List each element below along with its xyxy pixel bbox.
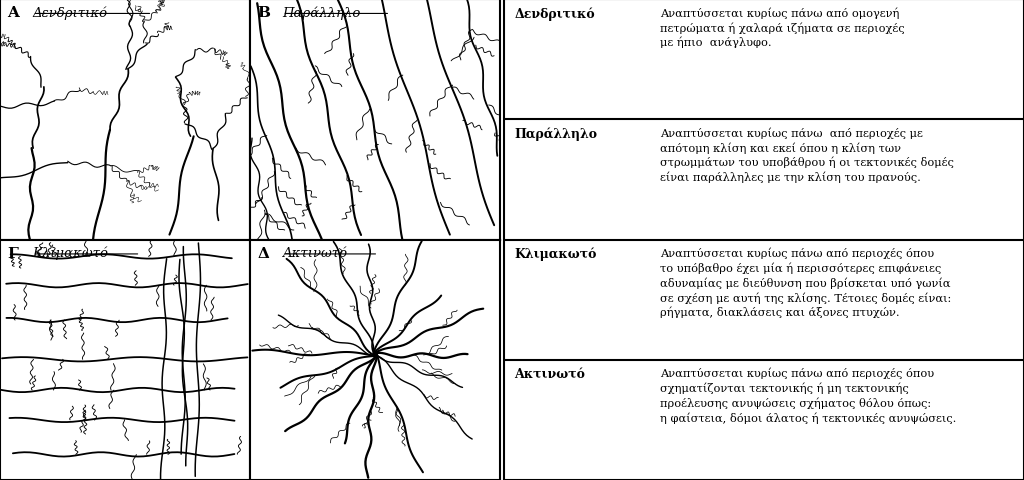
Text: Δ: Δ xyxy=(257,246,269,260)
Text: B: B xyxy=(257,6,270,20)
Text: Ακτινωτό: Ακτινωτό xyxy=(283,246,347,259)
Text: Κλιμακωτό: Κλιμακωτό xyxy=(33,246,109,260)
Text: Παράλληλο: Παράλληλο xyxy=(514,127,597,141)
Text: Γ: Γ xyxy=(7,246,18,260)
Text: Κλιμακωτό: Κλιμακωτό xyxy=(514,247,597,261)
Text: Δενδριτικό: Δενδριτικό xyxy=(33,6,108,20)
Text: Παράλληλο: Παράλληλο xyxy=(283,6,360,20)
Text: Αναπτύσσεται κυρίως πάνω  από περιοχές με
απότομη κλίση και εκεί όπου η κλίση τω: Αναπτύσσεται κυρίως πάνω από περιοχές με… xyxy=(659,127,953,183)
Text: Ακτινωτό: Ακτινωτό xyxy=(514,367,585,380)
Text: Αναπτύσσεται κυρίως πάνω από ομογενή
πετρώματα ή χαλαρά ιζήματα σε περιοχές
με ή: Αναπτύσσεται κυρίως πάνω από ομογενή πετ… xyxy=(659,7,904,48)
Text: Δενδριτικό: Δενδριτικό xyxy=(514,7,595,21)
Text: A: A xyxy=(7,6,19,20)
Text: Αναπτύσσεται κυρίως πάνω από περιοχές όπου
το υπόβαθρο έχει μία ή περισσότερες ε: Αναπτύσσεται κυρίως πάνω από περιοχές όπ… xyxy=(659,247,951,318)
Text: Αναπτύσσεται κυρίως πάνω από περιοχές όπου
σχηματίζονται τεκτονικής ή μη τεκτονι: Αναπτύσσεται κυρίως πάνω από περιοχές όπ… xyxy=(659,367,956,423)
